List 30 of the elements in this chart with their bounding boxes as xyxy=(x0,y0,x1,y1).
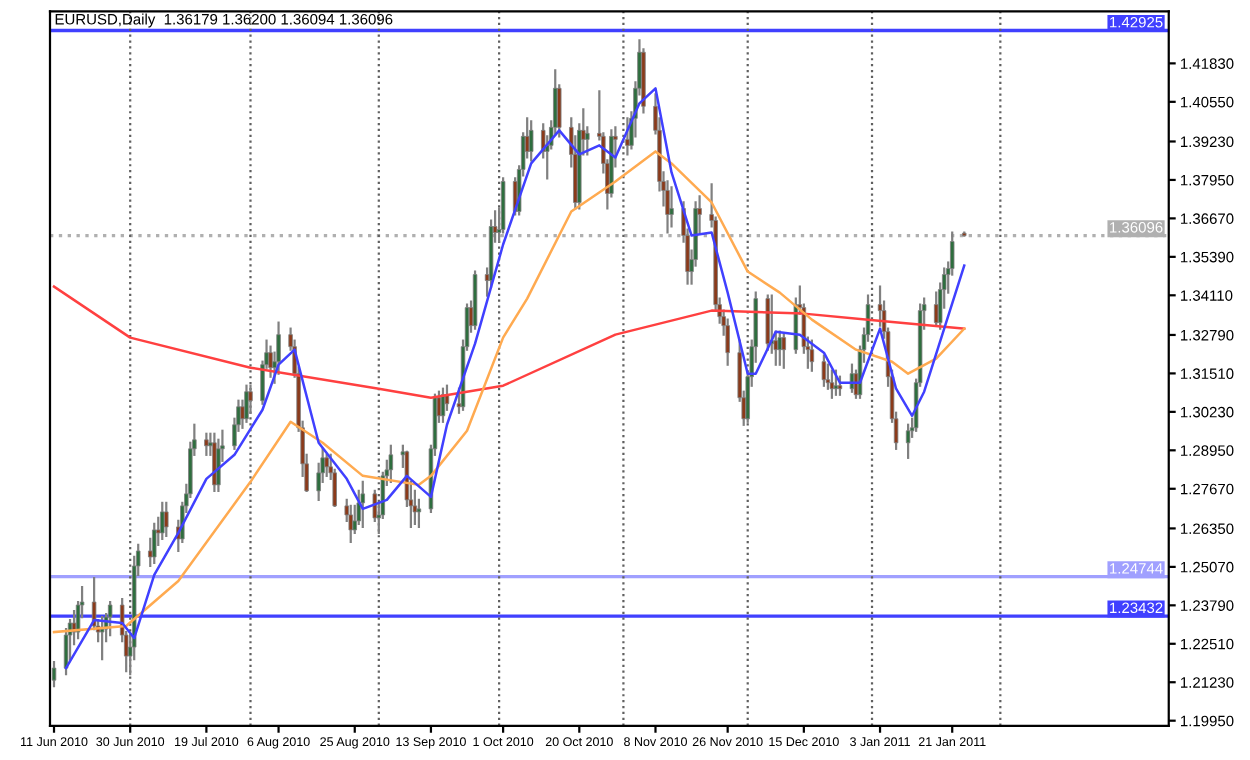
candlestick xyxy=(416,498,422,529)
candlestick xyxy=(51,661,57,688)
candlestick xyxy=(204,432,209,456)
candlestick xyxy=(164,501,169,538)
candlestick xyxy=(152,522,157,565)
candlestick xyxy=(725,318,730,366)
candlestick xyxy=(360,480,365,529)
candlestick xyxy=(833,369,839,396)
candlestick xyxy=(348,504,353,544)
candlestick xyxy=(356,489,361,526)
line-series xyxy=(52,150,966,634)
line-series xyxy=(52,285,966,399)
candlestick xyxy=(412,489,418,526)
candlestick xyxy=(829,369,835,399)
candlestick xyxy=(821,354,827,387)
candlestick xyxy=(160,501,165,541)
candlestick xyxy=(765,294,770,351)
candlestick xyxy=(244,384,249,423)
candlestick xyxy=(107,600,113,637)
candlestick xyxy=(777,330,783,366)
candlestick xyxy=(324,453,329,477)
candlestick xyxy=(388,444,394,483)
candlestick xyxy=(528,120,534,162)
candlestick xyxy=(216,438,221,492)
candlestick xyxy=(837,375,843,396)
candlestick xyxy=(905,423,911,459)
candlestick xyxy=(669,186,674,228)
candlestick xyxy=(809,339,815,372)
candlestick xyxy=(625,117,630,156)
candlestick xyxy=(781,333,787,369)
